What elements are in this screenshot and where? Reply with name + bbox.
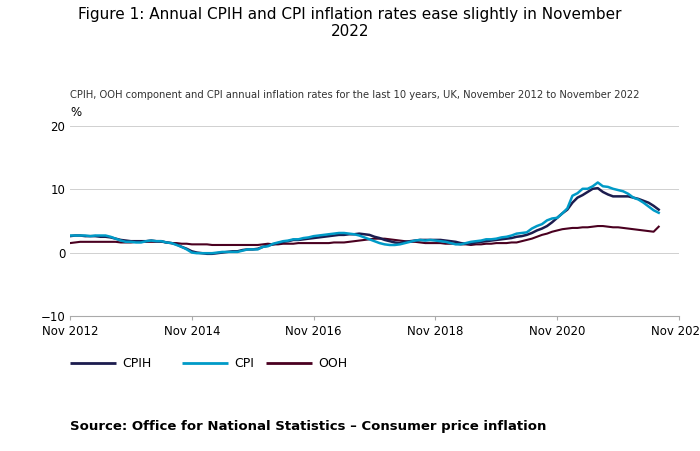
Text: Figure 1: Annual CPIH and CPI inflation rates ease slightly in November
2022: Figure 1: Annual CPIH and CPI inflation … bbox=[78, 7, 622, 39]
Text: CPIH: CPIH bbox=[122, 357, 152, 369]
Text: OOH: OOH bbox=[318, 357, 348, 369]
Text: CPIH, OOH component and CPI annual inflation rates for the last 10 years, UK, No: CPIH, OOH component and CPI annual infla… bbox=[70, 90, 640, 100]
Text: %: % bbox=[70, 106, 81, 119]
Text: Source: Office for National Statistics – Consumer price inflation: Source: Office for National Statistics –… bbox=[70, 420, 547, 433]
Text: CPI: CPI bbox=[234, 357, 254, 369]
